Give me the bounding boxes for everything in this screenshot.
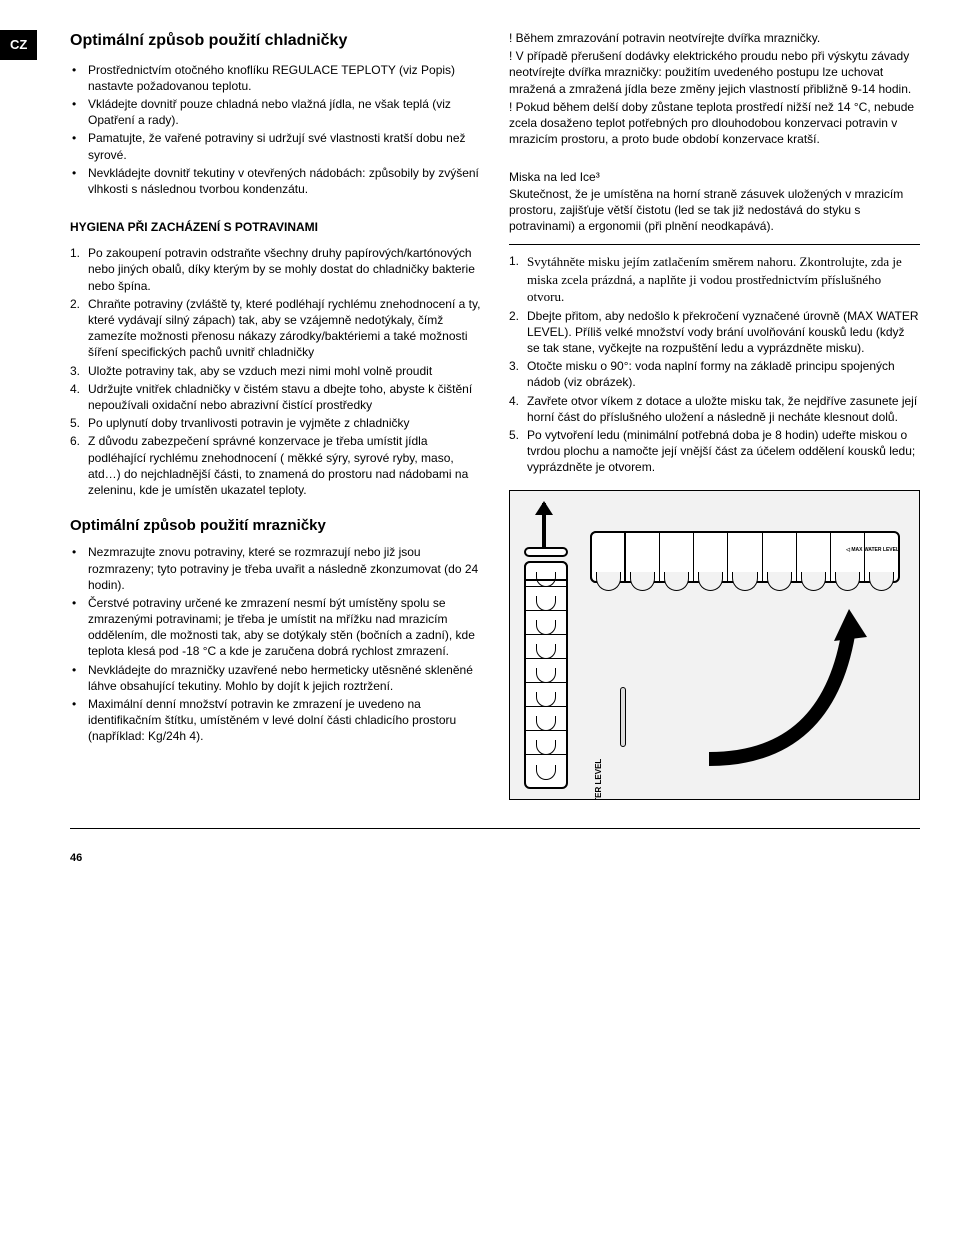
list-item: Nevkládejte dovnitř tekutiny v otevřenýc… xyxy=(84,165,481,197)
list-item: 5.Po vytvoření ledu (minimální potřebná … xyxy=(523,427,920,476)
list-item-text: Dbejte přitom, aby nedošlo k překročení … xyxy=(527,309,919,355)
page-body: Optimální způsob použití chladničky Pros… xyxy=(70,30,920,865)
page-number: 46 xyxy=(70,852,82,864)
hygiene-list: 1.Po zakoupení potravin odstraňte všechn… xyxy=(70,245,481,498)
heading-hygiene: HYGIENA PŘI ZACHÁZENÍ S POTRAVINAMI xyxy=(70,219,481,235)
fridge-usage-list: Prostřednictvím otočného knoflíku REGULA… xyxy=(70,62,481,198)
heading-optimal-fridge: Optimální způsob použití chladničky xyxy=(70,30,481,52)
footer: 46 xyxy=(70,828,920,866)
list-item: Čerstvé potraviny určené ke zmrazení nes… xyxy=(84,595,481,660)
list-item-text: Po uplynutí doby trvanlivosti potravin j… xyxy=(88,416,410,430)
list-item-text: Zavřete otvor víkem z dotace a uložte mi… xyxy=(527,394,917,424)
list-item-text: Chraňte potraviny (zvláště ty, které pod… xyxy=(88,297,480,360)
list-item-text: Udržujte vnitřek chladničky v čistém sta… xyxy=(88,382,472,412)
ice-steps-list: 1.Svytáhněte misku jejím zatlačením směr… xyxy=(509,253,920,476)
ice-tray-horizontal-icon xyxy=(590,531,900,583)
list-item: 5.Po uplynutí doby trvanlivosti potravin… xyxy=(84,415,481,431)
ice-tray-title: Miska na led Ice³ xyxy=(509,169,920,185)
list-item: 2.Chraňte potraviny (zvláště ty, které p… xyxy=(84,296,481,361)
list-item-text: Svytáhněte misku jejím zatlačením směrem… xyxy=(527,254,902,304)
warning-text: ! Během zmrazování potravin neotvírejte … xyxy=(509,30,920,46)
max-water-level-label-small: MAX WATER LEVEL xyxy=(846,547,899,554)
list-item: Nevkládejte do mrazničky uzavřené nebo h… xyxy=(84,662,481,694)
rotate-arrow-icon xyxy=(689,599,869,769)
list-item: 4.Zavřete otvor víkem z dotace a uložte … xyxy=(523,393,920,425)
language-tab: CZ xyxy=(0,30,37,60)
list-item-text: Po zakoupení potravin odstraňte všechny … xyxy=(88,246,475,292)
list-item: Pamatujte, že vařené potraviny si udržuj… xyxy=(84,130,481,162)
right-column: ! Během zmrazování potravin neotvírejte … xyxy=(509,30,920,800)
list-item: 1.Svytáhněte misku jejím zatlačením směr… xyxy=(523,253,920,306)
list-item: Maximální denní množství potravin ke zmr… xyxy=(84,696,481,745)
left-column: Optimální způsob použití chladničky Pros… xyxy=(70,30,481,800)
fill-slot-icon xyxy=(620,687,626,747)
warning-text: ! V případě přerušení dodávky elektrické… xyxy=(509,48,920,97)
ice-tray-para: Skutečnost, že je umístěna na horní stra… xyxy=(509,186,920,235)
heading-optimal-freezer: Optimální způsob použití mrazničky xyxy=(70,516,481,536)
freezer-usage-list: Nezmrazujte znovu potraviny, které se ro… xyxy=(70,544,481,744)
list-item: 4.Udržujte vnitřek chladničky v čistém s… xyxy=(84,381,481,413)
list-item: 3.Uložte potraviny tak, aby se vzduch me… xyxy=(84,363,481,379)
list-item: Vkládejte dovnitř pouze chladná nebo vla… xyxy=(84,96,481,128)
list-item-text: Z důvodu zabezpečení správné konzervace … xyxy=(88,434,468,497)
handle-icon xyxy=(524,503,568,559)
ice-tray-vertical-icon xyxy=(524,561,568,789)
warning-text: ! Pokud během delší doby zůstane teplota… xyxy=(509,99,920,148)
list-item-text: Po vytvoření ledu (minimální potřebná do… xyxy=(527,428,915,474)
list-item: 1.Po zakoupení potravin odstraňte všechn… xyxy=(84,245,481,294)
max-water-level-label: MAX WATER LEVEL xyxy=(594,769,670,785)
list-item: Nezmrazujte znovu potraviny, které se ro… xyxy=(84,544,481,593)
ice-tray-figure: MAX WATER LEVEL MAX WATER LEVEL xyxy=(509,490,920,800)
list-item: Prostřednictvím otočného knoflíku REGULA… xyxy=(84,62,481,94)
list-item: 6.Z důvodu zabezpečení správné konzervac… xyxy=(84,433,481,498)
list-item: 2.Dbejte přitom, aby nedošlo k překročen… xyxy=(523,308,920,357)
list-item-text: Uložte potraviny tak, aby se vzduch mezi… xyxy=(88,364,432,378)
list-item-text: Otočte misku o 90°: voda naplní formy na… xyxy=(527,359,895,389)
list-item: 3.Otočte misku o 90°: voda naplní formy … xyxy=(523,358,920,390)
